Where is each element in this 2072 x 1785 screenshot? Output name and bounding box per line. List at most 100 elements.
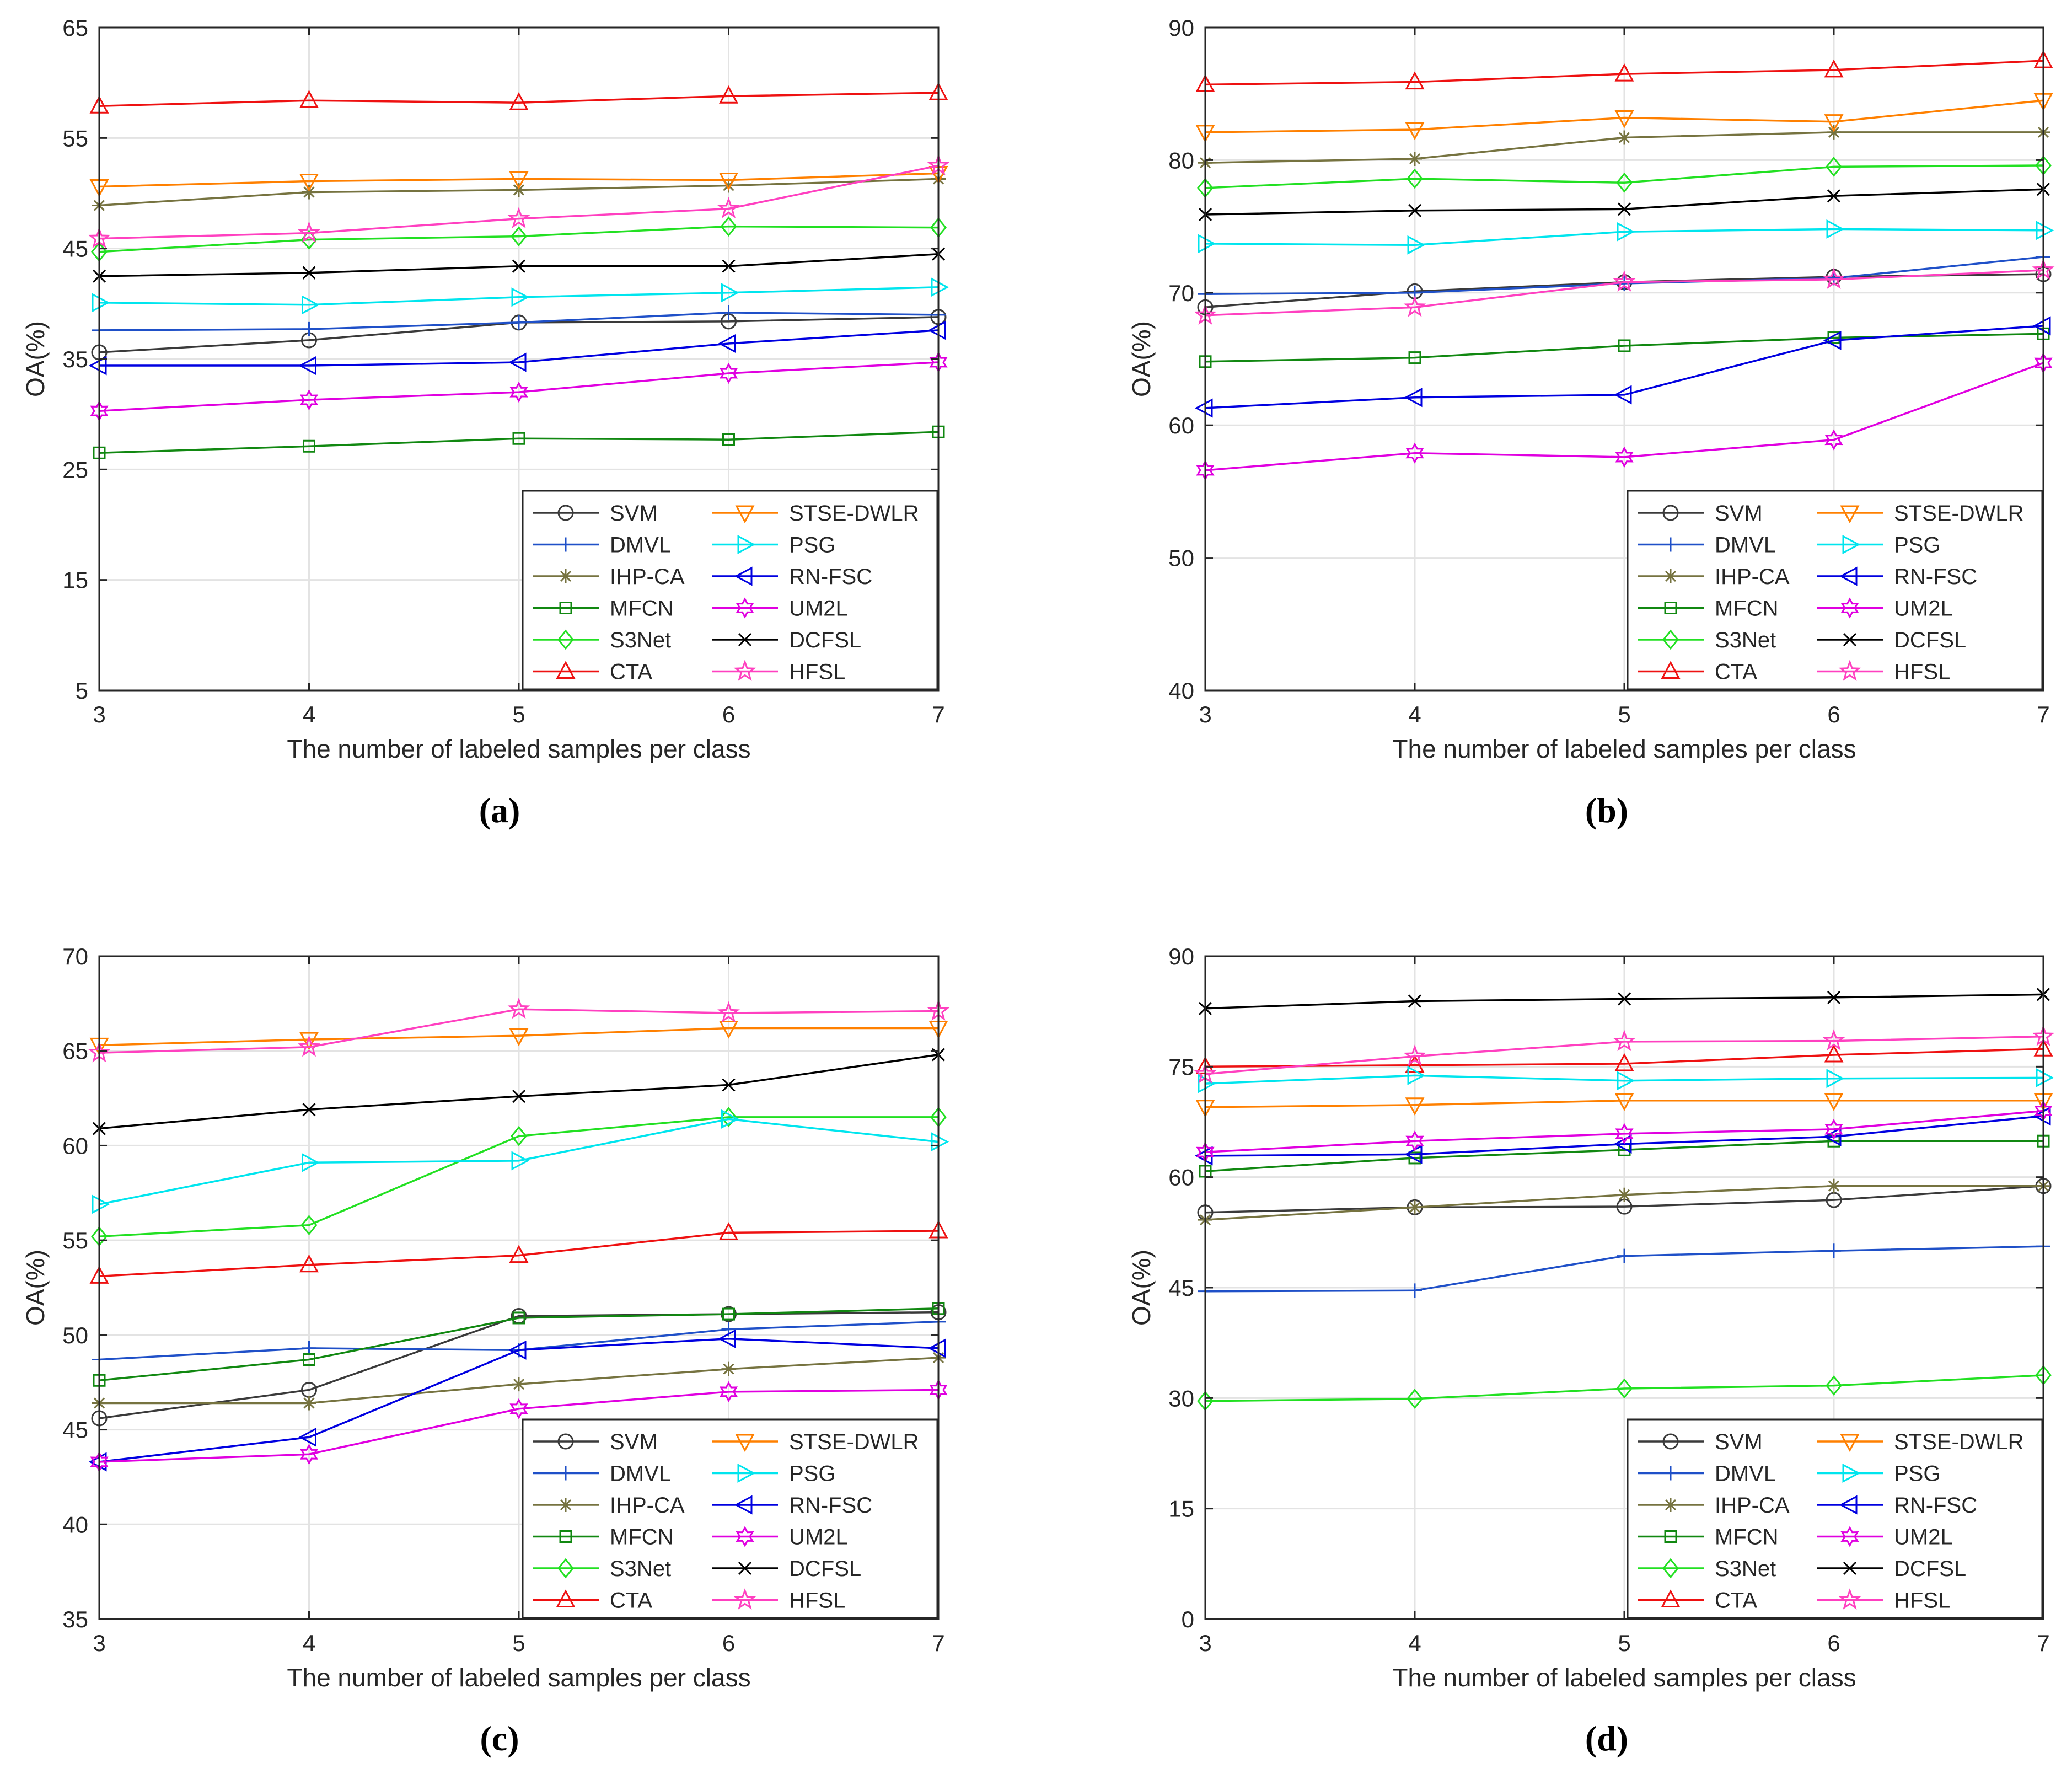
- point-dmvl: [1408, 1283, 1422, 1298]
- legend-marker-stse-dwlr: [1840, 505, 1860, 524]
- point-mfcn: [512, 432, 525, 445]
- point-psg: [1617, 222, 1635, 242]
- legend-item-dcfsl: DCFSL: [712, 1557, 861, 1581]
- series-line-rn-fsc: [99, 1337, 939, 1463]
- legend-item-mfcn: MFCN: [1638, 597, 1779, 621]
- legend-item-um2l: UM2L: [1817, 597, 1953, 621]
- y-tick-label: 40: [1168, 678, 1194, 704]
- point-dmvl: [302, 1341, 316, 1355]
- chart-2-xlabel: The number of labeled samples per class: [1392, 735, 1856, 763]
- legend-item-ihp-ca: IHP-CA: [533, 1493, 685, 1518]
- y-tick-label: 55: [62, 125, 88, 151]
- point-hfsl: [1822, 1029, 1845, 1050]
- y-tick-label: 70: [62, 944, 88, 969]
- point-cta: [299, 90, 319, 108]
- y-tick-label: 35: [62, 1606, 88, 1632]
- point-rn-fsc: [298, 1427, 316, 1447]
- legend-marker-psg: [1842, 1463, 1861, 1483]
- point-s3net: [511, 1125, 527, 1146]
- point-stse-dwlr: [718, 1021, 739, 1039]
- point-stse-dwlr: [1824, 1093, 1844, 1111]
- x-tick-label: 5: [512, 701, 525, 727]
- legend-label: RN-FSC: [789, 565, 872, 589]
- legend-marker-hfsl: [1838, 1588, 1861, 1610]
- legend-item-hfsl: HFSL: [1817, 660, 1950, 684]
- chart-3-grid: [99, 956, 938, 1619]
- point-s3net: [511, 226, 527, 247]
- legend-item-hfsl: HFSL: [712, 1588, 845, 1613]
- legend-label: RN-FSC: [1894, 565, 1977, 589]
- y-tick-label: 65: [62, 1038, 88, 1064]
- series-psg: [92, 277, 949, 315]
- legend-item-mfcn: MFCN: [533, 1525, 674, 1550]
- legend-label: UM2L: [789, 1525, 848, 1550]
- legend-marker-mfcn: [1664, 1530, 1677, 1543]
- legend-label: PSG: [1894, 533, 1940, 558]
- point-ihp-ca: [1617, 1187, 1631, 1202]
- point-hfsl: [1403, 295, 1426, 317]
- legend-marker-ihp-ca: [1663, 569, 1678, 583]
- y-tick-label: 0: [1182, 1606, 1194, 1632]
- point-psg: [931, 277, 949, 297]
- legend-label: MFCN: [1715, 1525, 1779, 1550]
- point-psg: [511, 287, 530, 307]
- legend-marker-svm: [557, 505, 574, 521]
- series-hfsl: [1194, 258, 2055, 325]
- point-stse-dwlr: [509, 171, 529, 190]
- point-stse-dwlr: [1824, 114, 1844, 132]
- legend-label: UM2L: [1894, 1525, 1953, 1550]
- point-dcfsl: [1827, 990, 1841, 1004]
- legend-item-svm: SVM: [1638, 501, 1763, 526]
- point-dmvl: [1827, 1243, 1841, 1258]
- chart-2-legend: SVM DMVL IHP-CA MFCN S3Net CTA STSE-DWLR PSG RN-…: [1627, 490, 2043, 690]
- chart-2-caption: (b): [1585, 791, 1628, 830]
- legend-label: UM2L: [1894, 597, 1953, 621]
- chart-4-xlabel: The number of labeled samples per class: [1392, 1663, 1856, 1692]
- series-line-cta: [99, 92, 939, 107]
- legend-marker-mfcn: [1664, 602, 1677, 614]
- legend-label: DMVL: [610, 533, 671, 558]
- point-cta: [718, 1222, 739, 1240]
- point-ihp-ca: [302, 1396, 316, 1411]
- legend-item-hfsl: HFSL: [712, 660, 845, 684]
- x-tick-label: 5: [1618, 1630, 1630, 1656]
- x-tick-label: 3: [93, 1630, 105, 1656]
- y-tick-label: 60: [1168, 412, 1194, 438]
- point-um2l: [1615, 446, 1634, 468]
- point-rn-fsc: [1823, 330, 1842, 350]
- point-cta: [1405, 1054, 1425, 1073]
- y-tick-label: 30: [1168, 1385, 1194, 1411]
- point-dmvl: [721, 305, 736, 320]
- series-line-psg: [99, 1118, 939, 1205]
- point-dcfsl: [1617, 992, 1631, 1006]
- point-s3net: [1616, 172, 1633, 193]
- point-hfsl: [717, 197, 740, 218]
- legend-marker-ihp-ca: [559, 1498, 573, 1512]
- legend-marker-ihp-ca: [559, 569, 573, 583]
- point-mfcn: [722, 1307, 735, 1321]
- chart-2-ylabel: OA(%): [1127, 321, 1156, 397]
- legend-marker-um2l: [1840, 597, 1859, 619]
- legend-marker-cta: [556, 1589, 576, 1607]
- series-line-s3net: [1205, 164, 2044, 189]
- x-tick-label: 7: [932, 701, 944, 727]
- point-mfcn: [303, 1353, 315, 1366]
- y-tick-label: 45: [62, 236, 88, 262]
- series-line-mfcn: [99, 431, 939, 454]
- y-tick-label: 65: [62, 15, 88, 41]
- legend-label: DCFSL: [789, 1557, 861, 1581]
- point-dcfsl: [1617, 202, 1631, 216]
- legend-item-dcfsl: DCFSL: [712, 628, 861, 652]
- chart-4-caption: (d): [1585, 1719, 1628, 1758]
- series-line-hfsl: [99, 1008, 939, 1054]
- y-tick-label: 15: [1168, 1496, 1194, 1522]
- legend-item-rn-fsc: RN-FSC: [712, 565, 872, 589]
- legend-label: IHP-CA: [1715, 565, 1790, 589]
- legend-box: [522, 1418, 938, 1619]
- point-stse-dwlr: [1614, 110, 1634, 128]
- point-dcfsl: [722, 259, 736, 273]
- point-ihp-ca: [721, 178, 736, 193]
- series-um2l: [1196, 352, 2053, 481]
- legend-marker-psg: [1842, 534, 1861, 555]
